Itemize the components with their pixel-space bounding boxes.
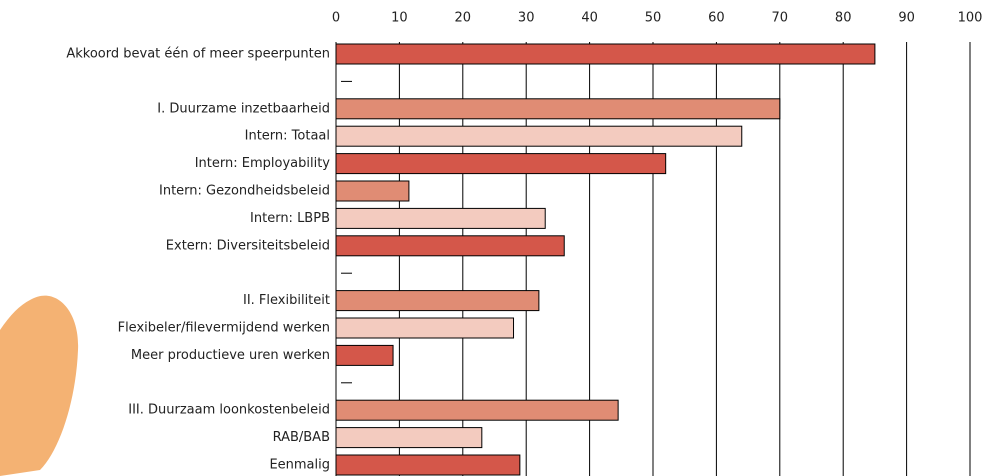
x-tick-label: 40 — [581, 11, 598, 26]
x-tick-label: 70 — [772, 11, 789, 26]
x-tick-label: 0 — [332, 11, 340, 26]
bar — [335, 344, 394, 366]
x-tick-label: 100 — [958, 11, 983, 26]
y-tick-label: II. Flexibiliteit — [243, 293, 330, 308]
x-tick-label: 90 — [898, 11, 915, 26]
decoration — [0, 295, 79, 476]
y-tick-label: Intern: Gezondheidsbeleid — [159, 184, 330, 199]
bar — [335, 180, 410, 202]
y-tick-label: III. Duurzaam loonkostenbeleid — [128, 403, 330, 418]
x-tick-label: 80 — [835, 11, 852, 26]
y-tick-label: Intern: Employability — [195, 156, 331, 171]
bar — [335, 454, 521, 476]
bar — [335, 427, 483, 449]
x-tick-label: 10 — [391, 11, 408, 26]
y-tick-label: Intern: Totaal — [245, 129, 330, 144]
bar — [335, 399, 619, 421]
y-tick-label: Eenmalig — [269, 458, 330, 473]
y-tick-label: I. Duurzame inzetbaarheid — [157, 101, 330, 116]
bar — [335, 43, 876, 65]
x-tick-label: 50 — [645, 11, 662, 26]
bar — [335, 207, 546, 229]
y-tick-label: Extern: Diversiteitsbeleid — [166, 238, 330, 253]
bar — [335, 290, 540, 312]
bar — [335, 153, 667, 175]
x-tick-label: 60 — [708, 11, 725, 26]
bar — [335, 98, 781, 120]
bar — [335, 125, 743, 147]
y-tick-label: Intern: LBPB — [250, 211, 330, 226]
y-tick-label: Meer productieve uren werken — [131, 348, 330, 363]
bar — [335, 235, 565, 257]
bar — [335, 317, 515, 339]
y-tick-label: Flexibeler/filevermijdend werken — [118, 321, 330, 336]
x-tick-label: 30 — [518, 11, 535, 26]
x-tick-label: 20 — [455, 11, 472, 26]
y-tick-label: RAB/BAB — [273, 430, 330, 445]
y-tick-label: Akkoord bevat één of meer speerpunten — [66, 47, 330, 62]
